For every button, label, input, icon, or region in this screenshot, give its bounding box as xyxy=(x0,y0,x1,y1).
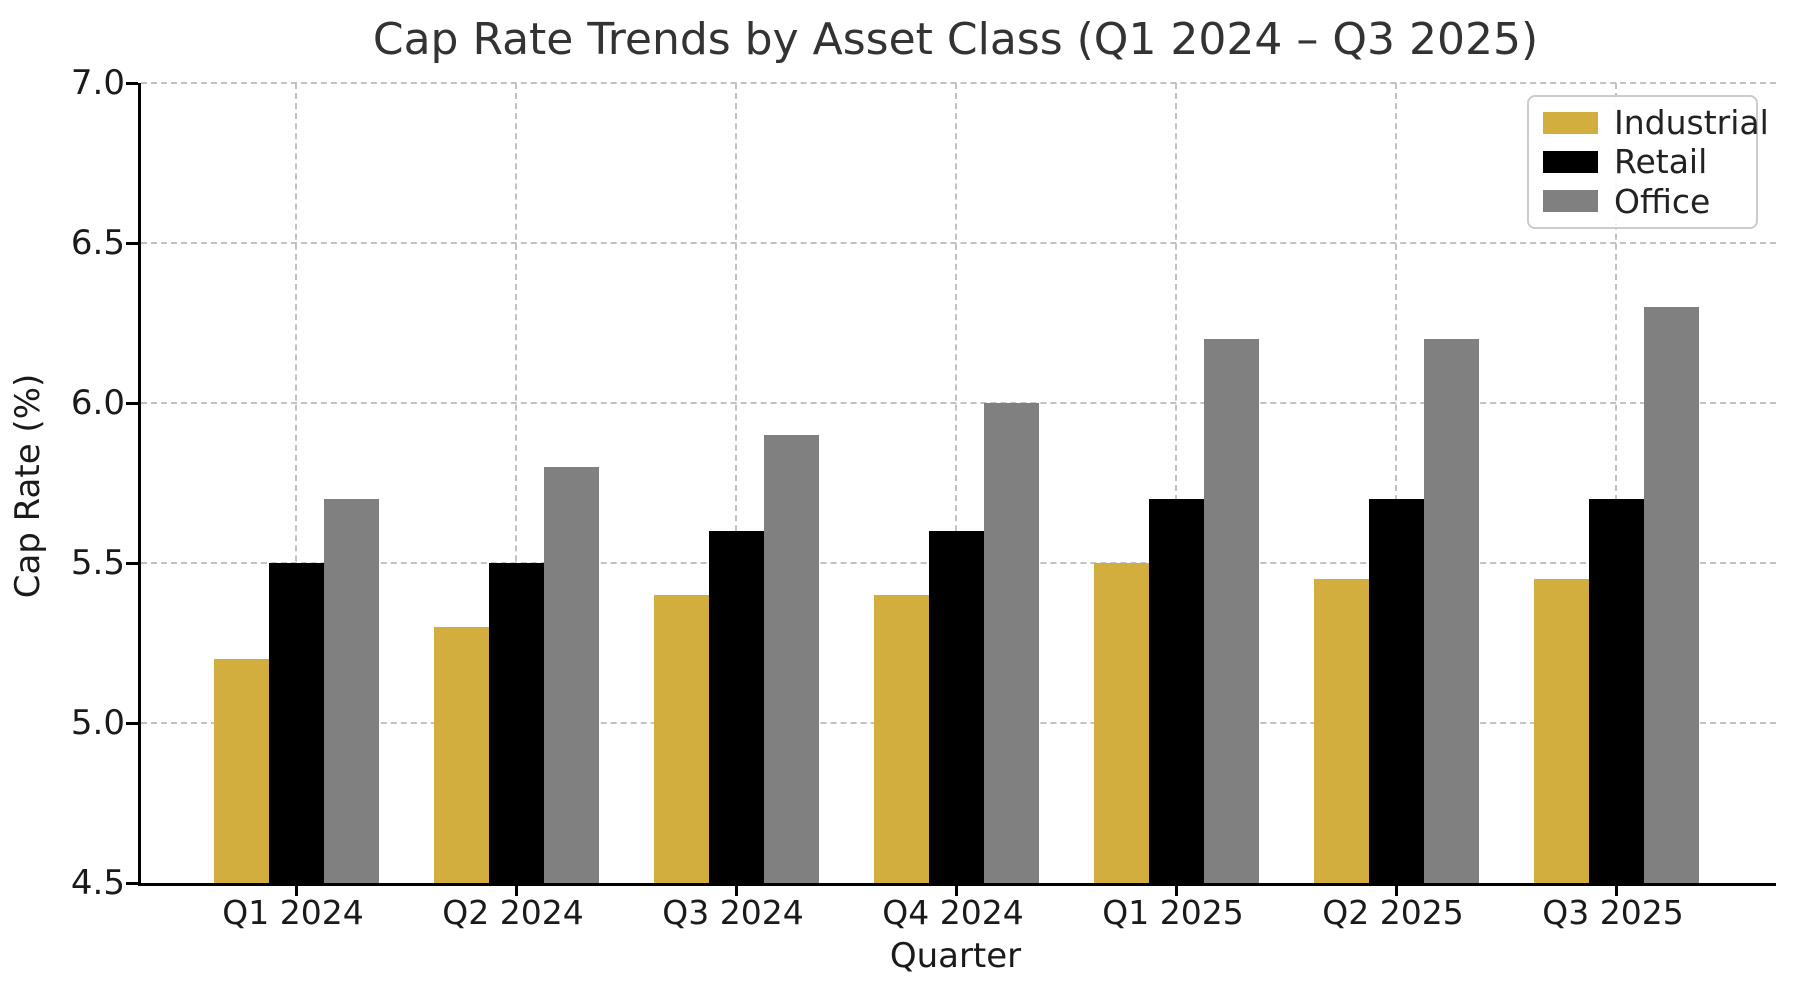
h-gridline xyxy=(141,82,1776,84)
y-tick-mark xyxy=(126,562,138,565)
x-axis-label: Quarter xyxy=(889,936,1022,976)
plot-area xyxy=(126,82,1776,896)
x-tick-label: Q3 2025 xyxy=(1542,893,1684,932)
y-tick-mark xyxy=(126,722,138,725)
legend-label: Office xyxy=(1614,181,1711,221)
x-tick-mark xyxy=(735,886,738,896)
bar-industrial-q4-2024 xyxy=(873,595,929,883)
bar-office-q4-2024 xyxy=(983,403,1039,883)
bar-retail-q2-2024 xyxy=(488,563,544,883)
h-gridline xyxy=(141,242,1776,244)
y-tick-label: 7.0 xyxy=(70,63,125,103)
legend-swatch-icon xyxy=(1543,150,1598,173)
bar-office-q1-2025 xyxy=(1203,339,1259,883)
v-gridline xyxy=(735,83,737,883)
x-tick-label: Q2 2025 xyxy=(1322,893,1464,932)
y-tick-mark xyxy=(126,242,138,245)
y-tick-mark xyxy=(126,82,138,85)
bar-industrial-q1-2025 xyxy=(1093,563,1149,883)
x-tick-label: Q2 2024 xyxy=(442,893,584,932)
bar-retail-q3-2024 xyxy=(708,531,764,883)
y-axis-label: Cap Rate (%) xyxy=(8,373,48,599)
legend-entry-retail: Retail xyxy=(1543,142,1742,181)
y-tick-mark xyxy=(126,402,138,405)
y-tick-label: 5.0 xyxy=(70,703,125,743)
y-tick-mark xyxy=(126,882,138,885)
chart-title: Cap Rate Trends by Asset Class (Q1 2024 … xyxy=(372,14,1539,65)
legend-entry-industrial: Industrial xyxy=(1543,103,1769,142)
legend-label: Retail xyxy=(1614,142,1708,182)
bar-retail-q4-2024 xyxy=(928,531,984,883)
bar-industrial-q2-2025 xyxy=(1313,579,1369,883)
v-gridline xyxy=(515,83,517,883)
bar-office-q2-2024 xyxy=(543,467,599,883)
v-gridline xyxy=(1175,83,1177,883)
v-gridline xyxy=(295,83,297,883)
bar-office-q2-2025 xyxy=(1423,339,1479,883)
bar-retail-q3-2025 xyxy=(1588,499,1644,883)
legend-label: Industrial xyxy=(1614,103,1769,143)
x-tick-label: Q1 2025 xyxy=(1102,893,1244,932)
h-gridline xyxy=(141,402,1776,404)
legend-entry-office: Office xyxy=(1543,182,1742,221)
x-tick-mark xyxy=(1395,886,1398,896)
legend-swatch-icon xyxy=(1543,190,1598,213)
bar-industrial-q3-2024 xyxy=(653,595,709,883)
x-tick-mark xyxy=(295,886,298,896)
v-gridline xyxy=(955,83,957,883)
x-tick-label: Q1 2024 xyxy=(222,893,364,932)
y-tick-label: 6.5 xyxy=(70,223,125,263)
v-gridline xyxy=(1395,83,1397,883)
x-tick-mark xyxy=(1615,886,1618,896)
bar-retail-q1-2025 xyxy=(1148,499,1204,883)
y-tick-label: 5.5 xyxy=(70,543,125,583)
bar-industrial-q1-2024 xyxy=(213,659,269,883)
y-tick-label: 4.5 xyxy=(70,863,125,903)
legend: Industrial Retail Office xyxy=(1527,95,1769,229)
bar-retail-q1-2024 xyxy=(268,563,324,883)
x-tick-mark xyxy=(1175,886,1178,896)
x-tick-mark xyxy=(955,886,958,896)
legend-swatch-icon xyxy=(1543,111,1598,134)
bar-office-q3-2025 xyxy=(1643,307,1699,883)
x-tick-label: Q3 2024 xyxy=(662,893,804,932)
bar-industrial-q3-2025 xyxy=(1533,579,1589,883)
bar-retail-q2-2025 xyxy=(1368,499,1424,883)
y-tick-label: 6.0 xyxy=(70,383,125,423)
x-tick-label: Q4 2024 xyxy=(882,893,1024,932)
bar-office-q3-2024 xyxy=(763,435,819,883)
bar-office-q1-2024 xyxy=(323,499,379,883)
bar-industrial-q2-2024 xyxy=(433,627,489,883)
x-tick-mark xyxy=(515,886,518,896)
v-gridline xyxy=(1615,83,1617,883)
